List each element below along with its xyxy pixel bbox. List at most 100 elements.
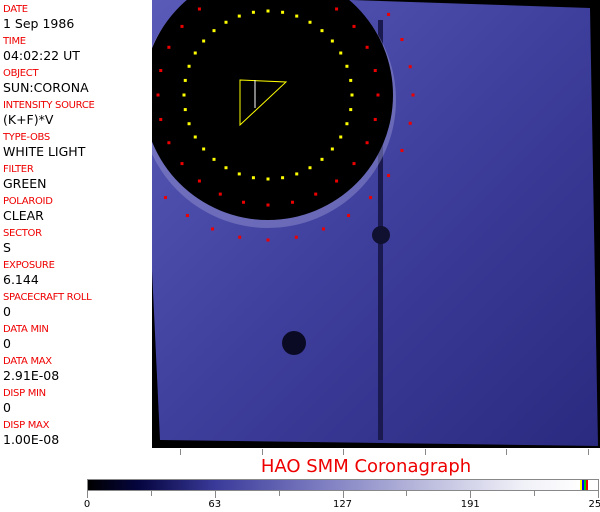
field-label: EXPOSURE [3, 260, 55, 271]
grid-dot [400, 38, 404, 42]
field-value: 0 [3, 400, 11, 415]
colorbar-tick [534, 491, 536, 496]
colorbar-tick [470, 491, 472, 498]
axis-tick [180, 449, 181, 455]
grid-dot [373, 117, 377, 121]
metadata-panel: DATE 1 Sep 1986 TIME 04:02:22 UT OBJECT SU… [0, 0, 153, 448]
grid-dot [330, 147, 334, 151]
field-value: 04:02:22 UT [3, 48, 80, 63]
colorbar-tick-label: 191 [460, 499, 480, 510]
colorbar [87, 479, 599, 491]
grid-dot [167, 45, 171, 49]
field-label: DATE [3, 4, 28, 15]
grid-dot [352, 162, 356, 166]
colorbar-tick-label: 63 [208, 499, 222, 510]
grid-dot [308, 166, 312, 170]
grid-dot [224, 20, 228, 24]
grid-dot [197, 7, 201, 11]
grid-dot [180, 24, 184, 28]
occulter-disk [152, 0, 393, 220]
axis-tick [343, 449, 344, 455]
grid-dot [321, 227, 325, 231]
grid-dot [211, 227, 215, 231]
plot-title: HAO SMM Coronagraph [260, 456, 472, 477]
grid-dot [387, 174, 391, 178]
grid-dot [408, 65, 412, 69]
grid-dot [218, 192, 222, 196]
grid-dot [376, 93, 380, 97]
axis-tick [261, 449, 263, 455]
colorbar-tick [598, 491, 599, 498]
field-label: POLAROID [3, 196, 53, 207]
grid-dot [212, 157, 216, 161]
field-value: 0 [3, 304, 11, 319]
grid-dot [365, 141, 369, 145]
grid-dot [159, 69, 163, 73]
grid-dot [373, 69, 377, 73]
axis-tick [424, 449, 426, 455]
grid-dot [242, 200, 246, 204]
grid-dot [347, 214, 351, 218]
grid-dot [212, 29, 216, 33]
grid-dot [345, 122, 349, 126]
colorbar-tick [87, 491, 88, 498]
coronagraph-image [152, 0, 600, 448]
colorbar-tick-label: 0 [83, 499, 91, 510]
grid-dot [365, 45, 369, 49]
colorbar-tick-label: 127 [332, 499, 353, 510]
grid-dot [193, 135, 197, 139]
grid-dot [237, 14, 241, 18]
grid-dot [187, 122, 191, 126]
grid-dot [400, 148, 404, 152]
dust-spot [282, 331, 306, 355]
colorbar-tick [214, 491, 216, 498]
grid-dot [266, 203, 270, 207]
field-label: DATA MIN [3, 324, 49, 335]
grid-dot [183, 108, 187, 112]
colorbar-tick [342, 491, 344, 498]
field-label: DISP MAX [3, 420, 50, 431]
grid-dot [266, 238, 270, 242]
colorbar-tick-label: 255 [588, 499, 600, 510]
colorbar-tick [406, 491, 408, 496]
field-label: FILTER [3, 164, 34, 175]
grid-dot [350, 93, 354, 97]
grid-dot [251, 176, 255, 180]
field-value: CLEAR [3, 208, 44, 223]
grid-dot [411, 93, 415, 97]
grid-dot [294, 235, 298, 239]
grid-dot [281, 10, 285, 14]
colorbar-tick [150, 491, 152, 496]
grid-dot [237, 172, 241, 176]
field-label: SPACECRAFT ROLL [3, 292, 92, 303]
grid-dot [163, 196, 167, 200]
grid-dot [167, 141, 171, 145]
field-label: OBJECT [3, 68, 39, 79]
field-label: DISP MIN [3, 388, 46, 399]
field-value: 0 [3, 336, 11, 351]
grid-dot [156, 93, 160, 97]
grid-dot [295, 172, 299, 176]
grid-dot [335, 7, 339, 11]
grid-dot [335, 179, 339, 183]
grid-dot [266, 9, 270, 13]
grid-dot [180, 162, 184, 166]
field-label: SECTOR [3, 228, 42, 239]
grid-dot [308, 20, 312, 24]
grid-dot [159, 117, 163, 121]
colorbar-tick [278, 491, 280, 496]
field-value: 1 Sep 1986 [3, 16, 75, 31]
grid-dot [224, 166, 228, 170]
field-value: 2.91E-08 [3, 368, 60, 383]
grid-dot [349, 78, 353, 82]
grid-dot [295, 14, 299, 18]
field-value: SUN:CORONA [3, 80, 89, 95]
field-label: DATA MAX [3, 356, 52, 367]
grid-dot [185, 214, 189, 218]
field-label: TYPE-OBS [3, 132, 50, 143]
grid-dot [339, 51, 343, 55]
axis-tick [587, 449, 589, 455]
grid-dot [202, 147, 206, 151]
grid-dot [345, 64, 349, 68]
grid-dot [193, 51, 197, 55]
